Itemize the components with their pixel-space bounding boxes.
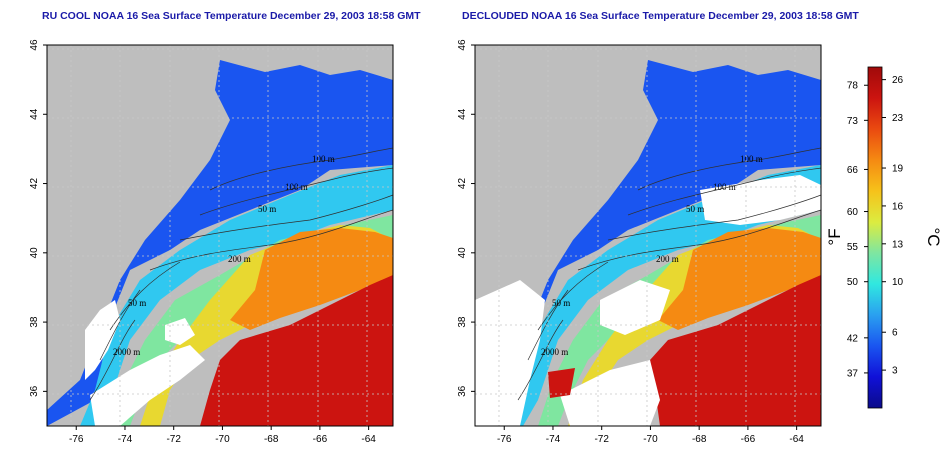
contour-label: 50 m [552,298,570,308]
contour-label: 50 m [258,204,276,214]
cold-shelf-water [47,60,393,426]
cyan-slope-water [80,165,393,426]
x-tick-label: -76 [69,434,84,445]
colorbar-scale [867,66,883,409]
coast-white [85,300,120,380]
orange-gulf-stream [658,228,821,330]
axis-ticks: -76 -74 -72 -70 -68 -66 -64 46 44 42 40 38 36 [457,39,804,445]
x-tick-label: -70 [215,434,230,445]
warm-core-patch [548,368,575,398]
celsius-unit-label: °C [924,227,943,246]
y-tick-label: 38 [457,316,468,328]
y-tick-label: 46 [29,39,40,51]
cold-shelf-water [475,60,821,426]
celsius-tick-label: 16 [892,201,904,212]
contour-label: 100 m [740,154,763,164]
map-frame [46,44,394,427]
contour-label: 2000 m [541,347,568,357]
fahrenheit-unit-label: °F [825,228,844,245]
cloud-masked-area [475,280,545,426]
celsius-tick-label: 19 [892,164,904,175]
y-tick-label: 40 [457,247,468,259]
x-tick-label: -64 [789,434,804,445]
x-tick-label: -66 [313,434,328,445]
celsius-tick-label: 6 [892,328,898,339]
temperature-colorbar: 26 23 19 16 13 10 6 3 78 73 66 60 55 50 42 37 °F °C [825,66,943,409]
contour-label: 50 m [686,204,704,214]
right-sst-map: 100 m 100 m 50 m 200 m 50 m 2000 m -76 -7… [457,39,822,445]
celsius-tick-label: 3 [892,366,898,377]
x-tick-label: -74 [118,434,133,445]
left-sst-map: 100 m 100 m 50 m 200 m 50 m 2000 m -76 -7… [29,39,394,445]
fahrenheit-tick-label: 60 [847,207,859,218]
celsius-tick-label: 10 [892,277,904,288]
map-frame [474,44,822,427]
right-map-title: DECLOUDED NOAA 16 Sea Surface Temperatur… [462,10,859,22]
celsius-tick-label: 13 [892,239,904,250]
x-tick-label: -70 [643,434,658,445]
x-tick-label: -66 [741,434,756,445]
contour-label: 200 m [656,254,679,264]
fahrenheit-tick-label: 50 [847,277,859,288]
red-gulf-stream [650,275,821,426]
y-tick-label: 38 [29,316,40,328]
x-tick-label: -76 [497,434,512,445]
x-tick-label: -64 [361,434,376,445]
y-tick-label: 42 [29,178,40,190]
fahrenheit-tick-label: 42 [847,333,859,344]
contour-label: 2000 m [113,347,140,357]
graticule [475,45,821,426]
contour-label: 100 m [713,182,736,192]
bathymetry-contours [89,147,394,401]
celsius-tick-label: 23 [892,113,904,124]
orange-gulf-stream [230,228,393,330]
y-tick-label: 36 [29,385,40,397]
fahrenheit-tick-label: 66 [847,165,859,176]
y-tick-label: 44 [457,108,468,120]
fahrenheit-tick-label: 73 [847,116,859,127]
left-map-title: RU COOL NOAA 16 Sea Surface Temperature … [42,10,421,22]
contour-label: 100 m [312,154,335,164]
contour-label: 100 m [285,182,308,192]
cloud-masked-area [700,175,821,225]
contour-label: 200 m [228,254,251,264]
axis-ticks: -76 -74 -72 -70 -68 -66 -64 46 44 42 40 38 36 [29,39,376,445]
cloud-masked-area [600,280,670,335]
cloud-patch [90,345,205,426]
celsius-tick-label: 26 [892,75,904,86]
fahrenheit-tick-label: 37 [847,368,859,379]
x-tick-label: -72 [594,434,609,445]
y-tick-label: 46 [457,39,468,51]
cyan-slope-water [508,165,821,426]
fahrenheit-tick-label: 78 [847,81,859,92]
cloud-masked-area [560,360,660,426]
contour-label: 50 m [128,298,146,308]
y-tick-label: 40 [29,247,40,259]
x-tick-label: -68 [692,434,707,445]
x-tick-label: -74 [546,434,561,445]
fahrenheit-tick-label: 55 [847,242,859,253]
graticule [47,45,393,426]
y-tick-label: 36 [457,385,468,397]
x-tick-label: -68 [264,434,279,445]
y-tick-label: 44 [29,108,40,120]
red-gulf-stream [200,275,393,426]
y-tick-label: 42 [457,178,468,190]
x-tick-label: -72 [166,434,181,445]
